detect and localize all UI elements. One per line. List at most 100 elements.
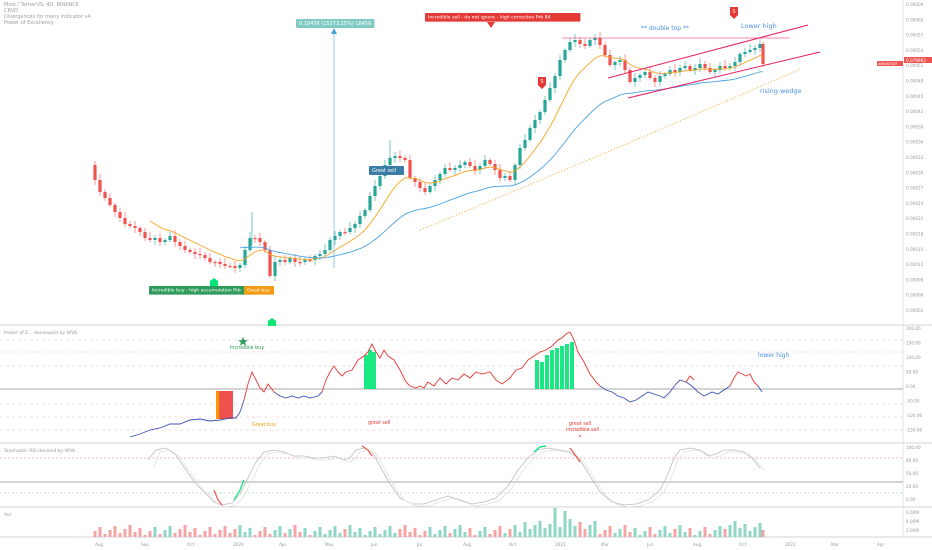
poe-sell-dot	[579, 435, 581, 437]
candle-body	[293, 258, 297, 262]
candle-body	[743, 52, 747, 54]
volume-bar	[333, 526, 337, 537]
price-tick: 0.00036	[906, 140, 924, 145]
volume-bar	[648, 527, 652, 537]
poe-great-sell: great sell	[368, 420, 390, 426]
volume-bar	[743, 524, 747, 537]
candle-body	[113, 205, 117, 212]
volume-bar	[148, 531, 152, 537]
candle-body	[663, 74, 667, 76]
date-tick: Oct	[187, 542, 195, 547]
candle-body	[428, 186, 432, 192]
date-tick: Aug	[693, 542, 702, 547]
candle-body	[363, 210, 367, 216]
volume-bar	[293, 525, 297, 537]
volume-bar	[613, 533, 617, 537]
volume-bar	[188, 532, 192, 537]
volume-bar	[268, 534, 272, 537]
volume-bar	[263, 527, 267, 537]
candle-body	[448, 168, 452, 170]
candle-body	[243, 250, 247, 265]
stoch-k-line	[147, 447, 761, 506]
volume-bar	[463, 532, 467, 537]
date-tick: Oct	[739, 542, 747, 547]
volume-bar	[643, 531, 647, 537]
candle-body	[618, 60, 622, 62]
candle-body	[138, 228, 142, 232]
candle-body	[253, 238, 257, 240]
volume-bar	[493, 530, 497, 537]
poe-line-blue	[129, 399, 245, 438]
candle-body	[478, 166, 482, 170]
volume-bar	[308, 535, 312, 537]
candle-body	[213, 262, 217, 264]
header-line3: Divergences for many indicator v4	[4, 14, 91, 20]
price-tick: 0.00000	[906, 2, 924, 7]
price-tick: 0.00003	[906, 308, 924, 313]
stoch-red-segment3	[569, 447, 581, 463]
poe-tick: 0.00	[906, 384, 916, 389]
date-tick: May	[325, 542, 334, 547]
poe-green-bar	[550, 350, 554, 389]
candle-body	[423, 188, 427, 192]
date-tick: 2022	[785, 542, 796, 547]
candle-body	[733, 62, 737, 66]
volume-bar	[728, 525, 732, 537]
stoch-tick: 0.00	[906, 497, 916, 502]
header-line2: CRVO	[4, 8, 18, 14]
candle-body	[488, 160, 492, 164]
poe-great-buy: Great buy	[252, 422, 276, 428]
candle-body	[533, 120, 537, 128]
candle-body	[473, 166, 477, 170]
candle-body	[143, 232, 147, 238]
incredible-sell-arrow	[487, 22, 495, 28]
volume-bar	[573, 526, 577, 537]
vol-tick: 6.00M	[906, 510, 919, 515]
volume-bar	[118, 533, 122, 537]
poe-tick: -150.00	[906, 428, 922, 433]
volume-bar	[713, 530, 717, 537]
candle-body	[608, 55, 612, 65]
candle-body	[93, 165, 97, 180]
vol-tick: 4.00M	[906, 519, 919, 524]
volume-bar	[583, 529, 587, 537]
candle-body	[513, 165, 517, 180]
incredible-buy-label-text: Incredible buy - high accumulation Prb	[152, 288, 241, 294]
candle-body	[408, 160, 412, 178]
volume-bar	[168, 526, 172, 537]
volume-bar	[113, 526, 117, 537]
poe-incredible-buy: Incredible buy	[230, 345, 264, 351]
volume-bar	[753, 527, 757, 537]
candle-body	[458, 165, 462, 168]
lower-high-text: Lower high	[741, 22, 777, 30]
volume-bar	[223, 526, 227, 537]
volume-bar	[593, 521, 597, 537]
candles	[93, 32, 765, 281]
volume-bar	[408, 532, 412, 537]
volume-bar	[718, 526, 722, 537]
candle-body	[583, 44, 587, 46]
volume-bar	[128, 525, 132, 537]
candle-body	[718, 66, 722, 70]
candle-body	[183, 246, 187, 250]
volume-bar	[288, 529, 292, 537]
poe-green-bar	[545, 355, 549, 389]
volume-bar	[428, 527, 432, 537]
price-tick: 0.00012	[906, 262, 924, 267]
date-tick: Mar	[601, 542, 609, 547]
candle-body	[738, 54, 742, 62]
stoch-red-segment2	[361, 445, 373, 457]
price-tick: 0.00006	[906, 293, 924, 298]
volume-bar	[323, 534, 327, 537]
volume-bar	[233, 529, 237, 537]
candle-body	[761, 44, 765, 64]
volume-bar	[588, 525, 592, 537]
price-tick: 0.00024	[906, 201, 924, 206]
candle-body	[323, 250, 327, 254]
date-tick: Apr	[279, 542, 287, 547]
candle-body	[308, 260, 312, 262]
buy-marker	[268, 318, 276, 326]
candle-body	[443, 168, 447, 174]
volume-bar	[248, 528, 252, 537]
candle-body	[228, 266, 232, 268]
